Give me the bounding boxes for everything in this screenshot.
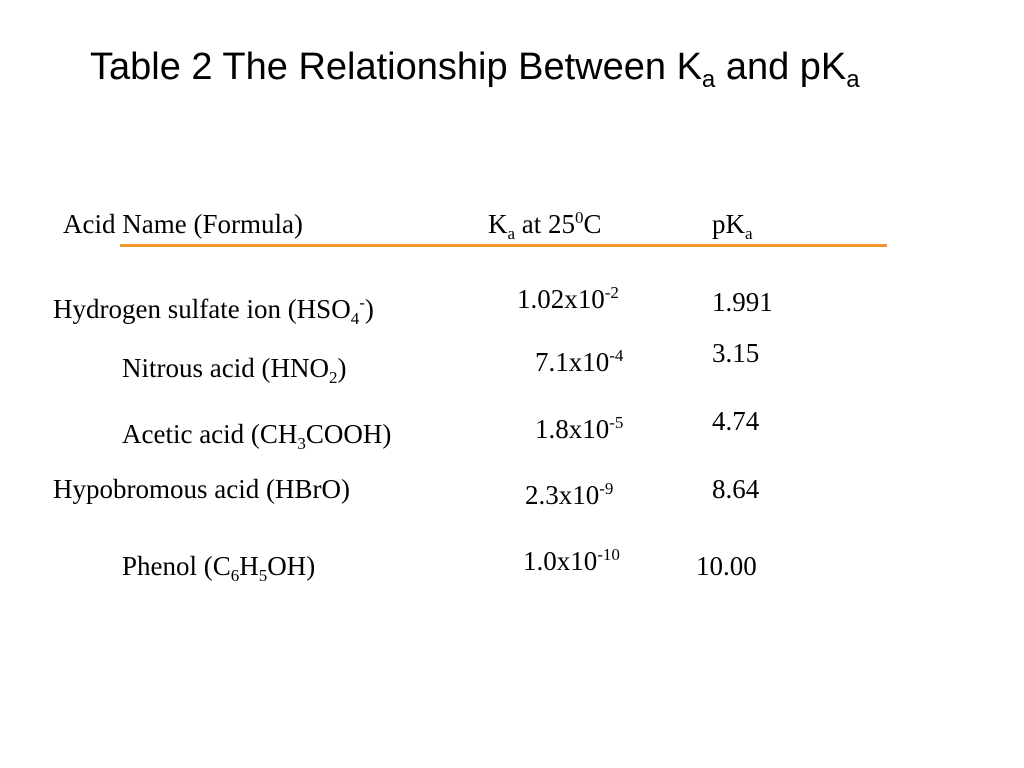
acid-name-acetic: Acetic acid (CH3COOH)	[122, 419, 392, 453]
acid-name-hypobromous: Hypobromous acid (HBrO)	[53, 474, 350, 504]
header-pka: pKa	[712, 209, 753, 243]
acid-name-phenol: Phenol (C6H5OH)	[122, 551, 316, 585]
pka-value-nitrous: 3.15	[712, 338, 760, 368]
ka-value-nitrous: 7.1x10-4	[535, 346, 624, 377]
acid-name-hydrogen-sulfate: Hydrogen sulfate ion (HSO4-)	[53, 293, 374, 328]
pka-value-hydrogen-sulfate: 1.991	[712, 287, 773, 317]
ka-value-phenol: 1.0x10-10	[523, 545, 620, 576]
header-acid-name: Acid Name (Formula)	[63, 209, 303, 239]
ka-value-acetic: 1.8x10-5	[535, 413, 624, 444]
pka-value-hypobromous: 8.64	[712, 474, 760, 504]
ka-value-hydrogen-sulfate: 1.02x10-2	[517, 283, 619, 314]
header-ka: Ka at 250C	[488, 208, 602, 243]
header-divider	[120, 244, 887, 247]
pka-value-phenol: 10.00	[696, 551, 757, 581]
pka-value-acetic: 4.74	[712, 406, 760, 436]
acid-name-nitrous: Nitrous acid (HNO2)	[122, 353, 347, 387]
slide-title: Table 2 The Relationship Between Ka and …	[90, 46, 860, 93]
ka-value-hypobromous: 2.3x10-9	[525, 479, 614, 510]
